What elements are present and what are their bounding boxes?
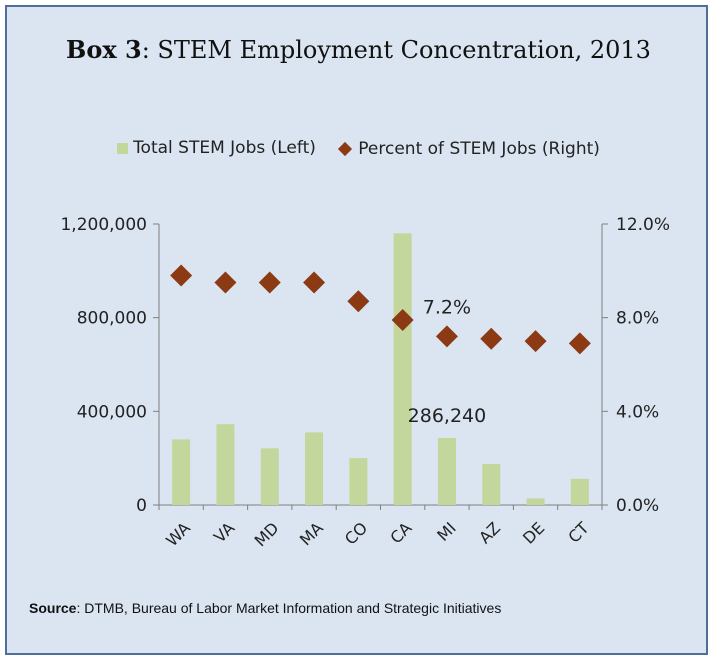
bar-co	[349, 458, 367, 505]
x-tick-label: MI	[433, 518, 460, 545]
x-tick-label: VA	[210, 518, 238, 546]
x-tick-label: CA	[386, 518, 415, 547]
bar-md	[261, 448, 279, 505]
right-tick-label: 4.0%	[616, 402, 659, 422]
x-tick-label: AZ	[475, 518, 504, 547]
stem-chart: 0 400,000 800,000 1,200,000 0.0% 4.0% 8.0% 12.0…	[7, 7, 710, 597]
bar-mi	[438, 438, 456, 505]
point-wa	[170, 265, 192, 287]
x-tick-label: CT	[564, 518, 592, 546]
point-ct	[569, 332, 591, 354]
x-tick-label: MD	[251, 518, 283, 550]
point-va	[214, 272, 236, 294]
source-text: : DTMB, Bureau of Labor Market Informati…	[76, 600, 501, 616]
bar-az	[482, 464, 500, 505]
chart-box: Box 3: STEM Employment Concentration, 20…	[5, 5, 708, 655]
source-label: Source	[29, 600, 76, 616]
point-md	[259, 272, 281, 294]
x-tick-label: WA	[162, 518, 194, 550]
source-note: Source: DTMB, Bureau of Labor Market Inf…	[29, 600, 501, 616]
point-co	[347, 290, 369, 312]
left-tick-label: 400,000	[77, 402, 147, 422]
bar-de	[527, 498, 545, 505]
data-label: 286,240	[408, 405, 487, 427]
bar-wa	[172, 439, 190, 505]
bar-ct	[571, 479, 589, 505]
right-tick-label: 8.0%	[616, 309, 659, 329]
left-tick-label: 1,200,000	[60, 215, 147, 235]
right-tick-label: 0.0%	[616, 496, 659, 516]
point-mi	[436, 325, 458, 347]
x-tick-label: DE	[519, 518, 548, 547]
point-ma	[303, 272, 325, 294]
bar-ca	[394, 233, 412, 505]
x-tick-label: MA	[296, 518, 327, 549]
left-tick-label: 800,000	[77, 309, 147, 329]
bar-va	[216, 424, 234, 505]
point-de	[525, 330, 547, 352]
x-tick-label: CO	[341, 518, 371, 548]
data-label: 7.2%	[423, 296, 471, 318]
left-tick-label: 0	[136, 496, 147, 516]
bar-ma	[305, 432, 323, 505]
point-az	[480, 328, 502, 350]
right-tick-label: 12.0%	[616, 215, 670, 235]
